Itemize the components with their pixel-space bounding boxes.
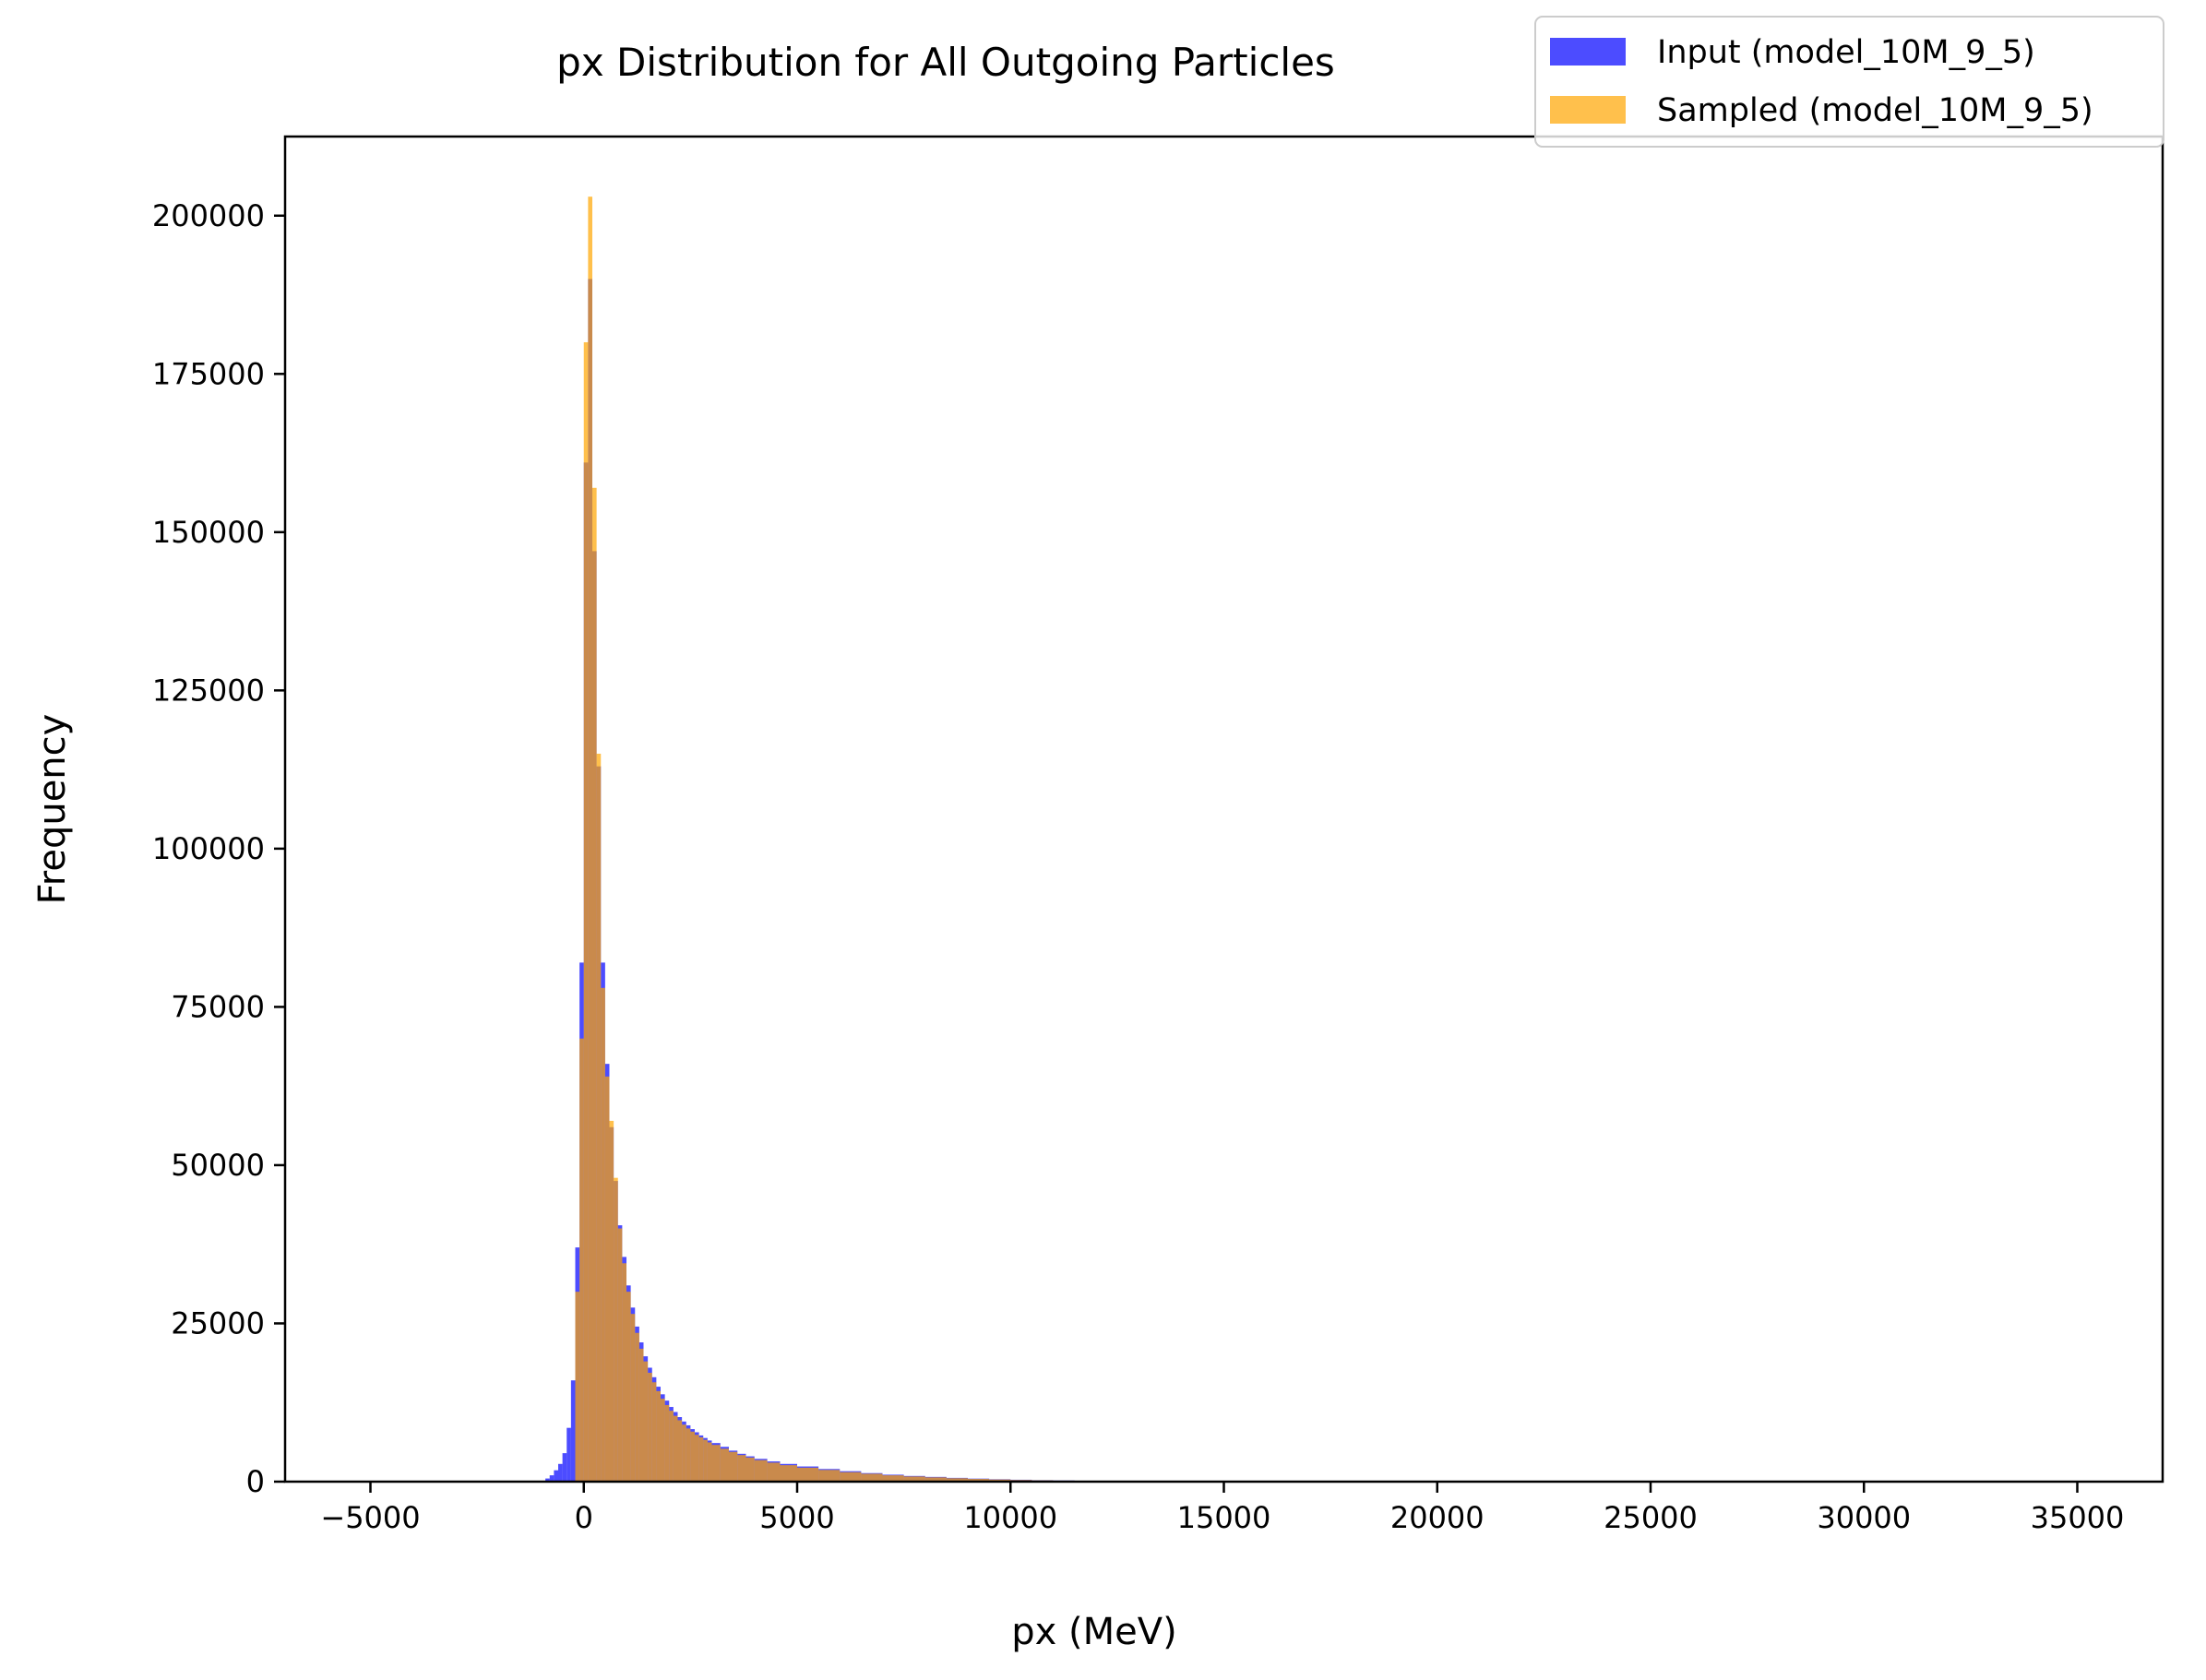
histogram-bar [737, 1455, 746, 1482]
histogram-bar [690, 1431, 695, 1482]
x-tick-label: 25000 [1604, 1500, 1698, 1535]
histogram-bar [545, 1478, 550, 1482]
histogram-bar [664, 1404, 670, 1482]
legend-label-sampled: Sampled (model_10M_9_5) [1657, 92, 2093, 129]
histogram-bars [545, 197, 1271, 1483]
histogram-bar [711, 1445, 721, 1482]
y-tick-label: 25000 [171, 1305, 265, 1340]
y-tick-label: 150000 [152, 515, 265, 550]
histogram-bar [745, 1457, 755, 1482]
histogram-bar [651, 1382, 657, 1482]
x-axis-ticks: −5000 0 5000 10000 15000 20000 25000 30000 35000 [320, 1482, 2124, 1535]
histogram-bar [562, 1453, 567, 1482]
histogram-bar [638, 1348, 644, 1482]
histogram-bar [720, 1448, 729, 1482]
histogram-bar [669, 1411, 674, 1482]
histogram-bar [643, 1361, 649, 1482]
histogram-bar [703, 1439, 708, 1482]
legend-swatch-sampled [1550, 96, 1626, 124]
histogram-bar [558, 1463, 563, 1482]
histogram-bar [682, 1424, 686, 1482]
x-tick-label: 35000 [2031, 1500, 2125, 1535]
x-tick-label: −5000 [320, 1500, 420, 1535]
histogram-bar [604, 1076, 610, 1482]
histogram-bar [609, 1120, 614, 1482]
histogram-bar [630, 1314, 636, 1482]
histogram-bar [583, 341, 589, 1482]
x-axis-label: px (MeV) [1011, 1611, 1176, 1653]
y-tick-label: 50000 [171, 1148, 265, 1183]
series-1-bars [575, 197, 1186, 1483]
y-tick-label: 75000 [171, 989, 265, 1024]
legend-box [1534, 16, 2164, 148]
histogram-bar [861, 1473, 883, 1482]
x-tick-label: 20000 [1390, 1500, 1485, 1535]
x-tick-label: 30000 [1817, 1500, 1911, 1535]
histogram-bar [566, 1427, 571, 1482]
y-tick-label: 0 [246, 1464, 265, 1499]
histogram-bar [635, 1332, 639, 1482]
histogram-bar [656, 1390, 661, 1482]
y-tick-label: 100000 [152, 831, 265, 866]
histogram-bar [818, 1470, 841, 1482]
histogram-bar [648, 1372, 652, 1482]
histogram-bar [588, 197, 592, 1483]
legend-swatch-input [1550, 38, 1626, 66]
histogram-bar [924, 1477, 947, 1482]
y-axis-label: Frequency [31, 714, 74, 905]
legend: Input (model_10M_9_5) Sampled (model_10M… [1534, 16, 2164, 148]
histogram-bar [570, 1380, 576, 1482]
histogram-bar [661, 1399, 665, 1482]
x-tick-label: 15000 [1177, 1500, 1271, 1535]
histogram-bar [575, 1292, 580, 1482]
histogram-bar [946, 1478, 968, 1482]
histogram-bar [797, 1467, 819, 1482]
histogram-bar [698, 1436, 704, 1482]
y-tick-label: 200000 [152, 198, 265, 233]
y-axis-ticks: 0 25000 50000 75000 100000 125000 150000 175000… [152, 198, 285, 1499]
histogram-bar [673, 1415, 678, 1482]
histogram-bar [554, 1470, 558, 1482]
histogram-bar [903, 1476, 925, 1482]
x-tick-label: 0 [575, 1500, 593, 1535]
histogram-bar [754, 1460, 768, 1482]
histogram-bar [579, 1038, 584, 1482]
histogram-bar [767, 1462, 781, 1482]
histogram-bar [614, 1177, 618, 1482]
histogram-bar [840, 1471, 862, 1482]
histogram-bar [626, 1292, 631, 1482]
histogram-bar [968, 1479, 990, 1482]
y-tick-label: 125000 [152, 673, 265, 708]
histogram-bar [622, 1263, 626, 1482]
histogram-bar [617, 1228, 623, 1482]
histogram-bar [592, 487, 597, 1482]
histogram-bar [707, 1442, 712, 1482]
legend-label-input: Input (model_10M_9_5) [1657, 34, 2035, 71]
histogram-bar [601, 987, 605, 1482]
histogram-bar [596, 753, 602, 1482]
x-tick-label: 10000 [963, 1500, 1057, 1535]
histogram-bar [686, 1428, 691, 1482]
chart-title: px Distribution for All Outgoing Particl… [556, 40, 1335, 85]
histogram-bar [780, 1465, 797, 1482]
y-tick-label: 175000 [152, 356, 265, 391]
x-tick-label: 5000 [759, 1500, 834, 1535]
histogram-bar [695, 1435, 699, 1482]
histogram-bar [549, 1475, 554, 1482]
histogram-bar [882, 1475, 904, 1482]
histogram-bar [677, 1420, 683, 1482]
histogram-bar [729, 1451, 738, 1482]
